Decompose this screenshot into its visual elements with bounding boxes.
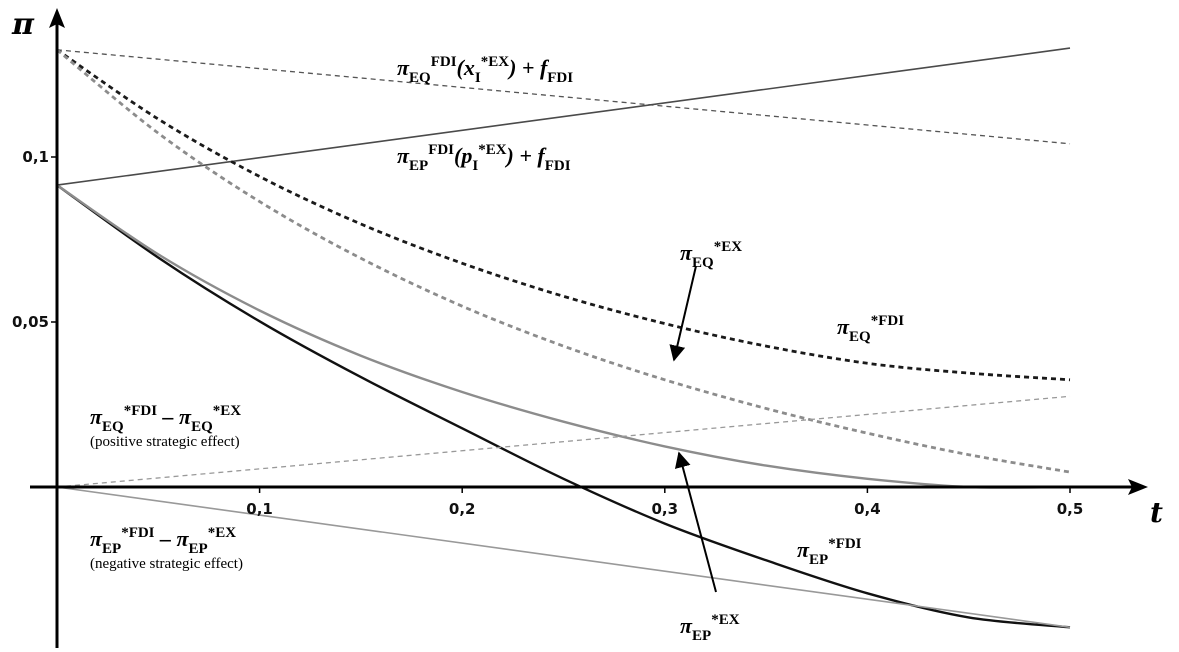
x-tick-label: 0,4 [854, 500, 881, 518]
x-tick-label: 0,2 [449, 500, 476, 518]
series-line-ep-star-ex [56, 184, 1071, 489]
arrow-eq-star-ex [669, 265, 697, 362]
label-eq-fdi-x: πEQFDI(xI*EX) + fFDI [397, 54, 573, 86]
x-axis-title: t [1150, 496, 1163, 529]
label-eq-star-ex: πEQ*EX [680, 239, 742, 271]
label-ep-star-fdi: πEP*FDI [797, 536, 862, 568]
y-axis-title: π [11, 7, 35, 42]
y-tick-label: 0,1 [22, 148, 49, 166]
ticks: 0,1 0,2 0,3 0,4 0,5 0,1 0,05 [12, 148, 1083, 518]
label-eq-diff: πEQ*FDI – πEQ*EX [90, 403, 241, 435]
label-ep-fdi-p: πEPFDI(pI*EX) + fFDI [397, 142, 571, 174]
x-tick-label: 0,3 [652, 500, 679, 518]
series-line-eq-star-ex [56, 48, 1071, 474]
label-ep-star-ex: πEP*EX [680, 612, 740, 644]
y-axis-arrow [49, 8, 65, 28]
label-eq-diff-note: (positive strategic effect) [90, 434, 240, 450]
x-tick-label: 0,1 [246, 500, 273, 518]
series-line-eq-star-fdi [56, 48, 1071, 382]
series-line-eq-diff [56, 395, 1071, 488]
curves [56, 47, 1071, 629]
series-line-ep-fdi-p [56, 47, 1071, 186]
y-tick-label: 0,05 [12, 313, 49, 331]
series-line-ep-diff [56, 486, 1071, 629]
x-tick-label: 0,5 [1057, 500, 1084, 518]
label-ep-diff: πEP*FDI – πEP*EX [90, 525, 236, 557]
series-line-ep-star-fdi [56, 184, 1071, 629]
label-eq-star-fdi: πEQ*FDI [837, 313, 904, 345]
series-line-eq-fdi-x [56, 49, 1071, 145]
arrow-ep-star-ex [674, 451, 717, 593]
x-axis-arrow [1128, 479, 1148, 495]
label-ep-diff-note: (negative strategic effect) [90, 556, 243, 572]
